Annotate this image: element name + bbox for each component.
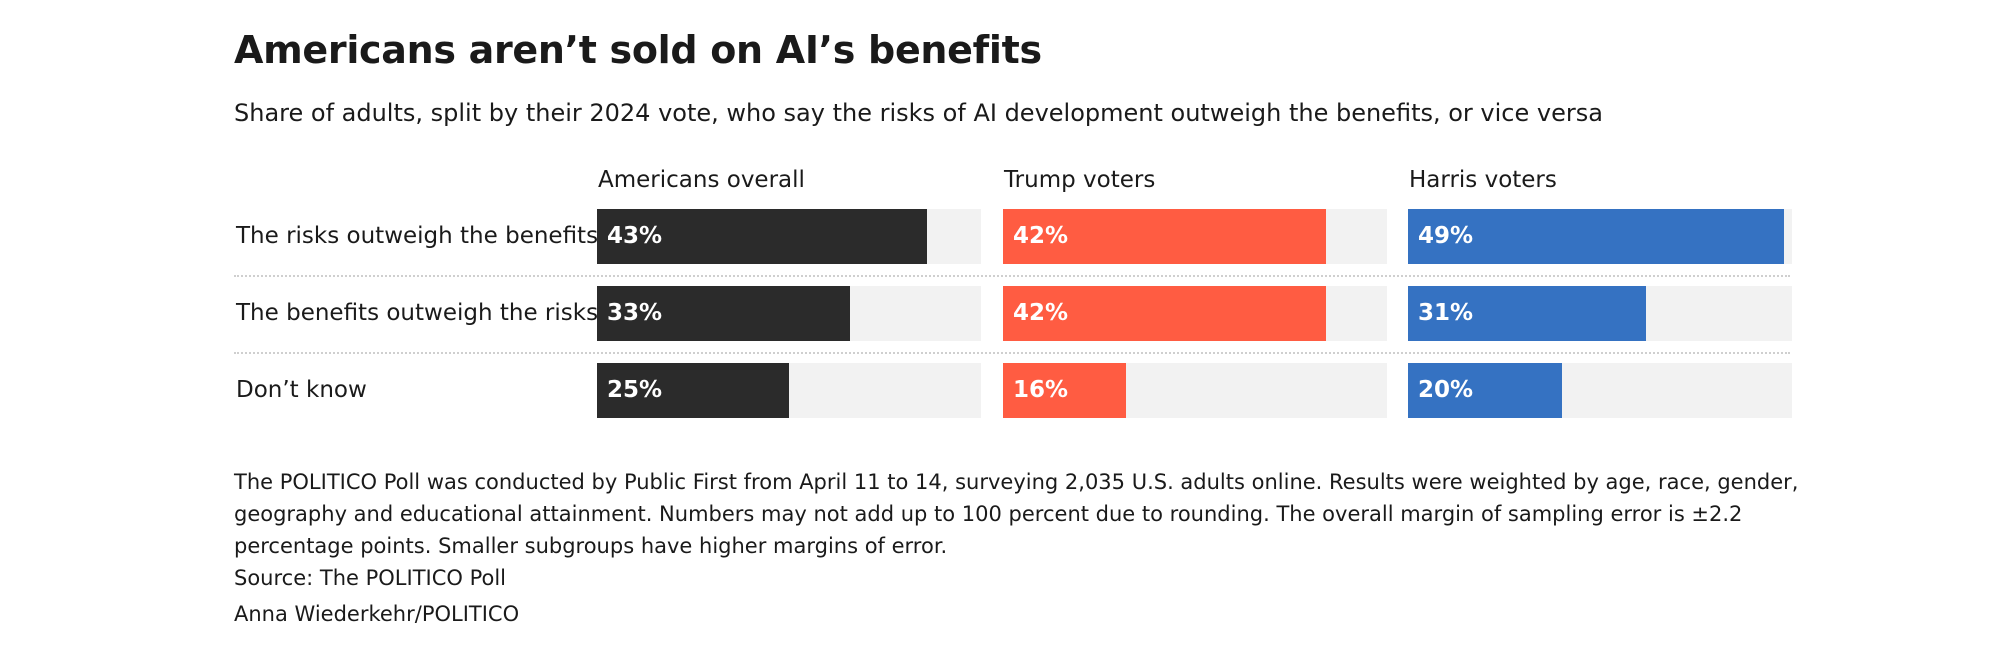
bar-value-label: 16% [1013,377,1069,403]
row-label: Don’t know [236,377,367,403]
methodology-note: The POLITICO Poll was conducted by Publi… [234,470,1799,558]
panel-header-harris-voters: Harris voters [1409,167,1557,193]
row-divider [234,275,1790,277]
bar-americans-overall [597,209,927,264]
bar-value-label: 31% [1418,300,1474,326]
bar-americans-overall [597,286,850,341]
panel-header-americans-overall: Americans overall [598,167,805,193]
bar-harris-voters [1408,286,1646,341]
bar-value-label: 42% [1013,223,1069,249]
credit-line: Anna Wiederkehr/POLITICO [234,602,520,626]
source-line: Source: The POLITICO Poll [234,566,507,590]
bar-value-label: 20% [1418,377,1474,403]
chart-subtitle: Share of adults, split by their 2024 vot… [234,99,1603,127]
bar-trump-voters [1003,286,1326,341]
bar-value-label: 49% [1418,223,1474,249]
bar-value-label: 42% [1013,300,1069,326]
bar-value-label: 43% [607,223,663,249]
chart-title: Americans aren’t sold on AI’s benefits [234,28,1042,72]
bar-value-label: 33% [607,300,663,326]
bar-value-label: 25% [607,377,663,403]
bar-trump-voters [1003,209,1326,264]
row-label: The risks outweigh the benefits [236,223,599,249]
bar-harris-voters [1408,209,1784,264]
row-divider [234,352,1790,354]
bar-harris-voters [1408,363,1562,418]
bar-americans-overall [597,363,789,418]
panel-header-trump-voters: Trump voters [1004,167,1156,193]
bar-trump-voters [1003,363,1126,418]
row-label: The benefits outweigh the risks [236,300,599,326]
